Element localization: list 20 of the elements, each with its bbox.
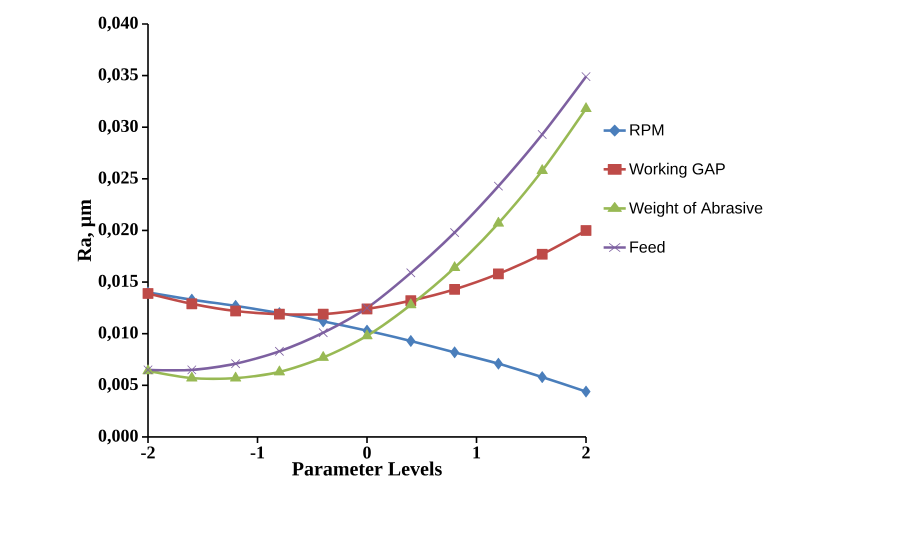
legend-label: Weight of Abrasive [629, 202, 762, 217]
y-tick-label: 0,030 [98, 120, 138, 135]
x-tick-label: -1 [250, 446, 264, 458]
y-tick-label: 0,015 [98, 274, 138, 290]
x-tick-label: 1 [473, 446, 480, 458]
legend-label: Feed [630, 240, 664, 253]
y-tick-label: 0,025 [98, 171, 138, 186]
y-tick-label: 0,040 [98, 16, 138, 32]
x-tick-label: -2 [141, 446, 155, 458]
x-axis-title: Parameter Levels [292, 461, 442, 476]
y-tick-label: 0,005 [98, 378, 138, 393]
legend-label: RPM [630, 124, 664, 136]
y-tick-label: 0,020 [98, 223, 138, 238]
y-axis-title: Ra, µm [78, 200, 96, 262]
x-tick-label: 2 [582, 446, 590, 458]
y-tick-label: 0,000 [98, 430, 138, 444]
x-tick-label: 0 [363, 446, 371, 459]
y-tick-label: 0,035 [98, 68, 138, 83]
legend-label: Working GAP [629, 162, 725, 178]
y-tick-label: 0,010 [98, 326, 138, 342]
